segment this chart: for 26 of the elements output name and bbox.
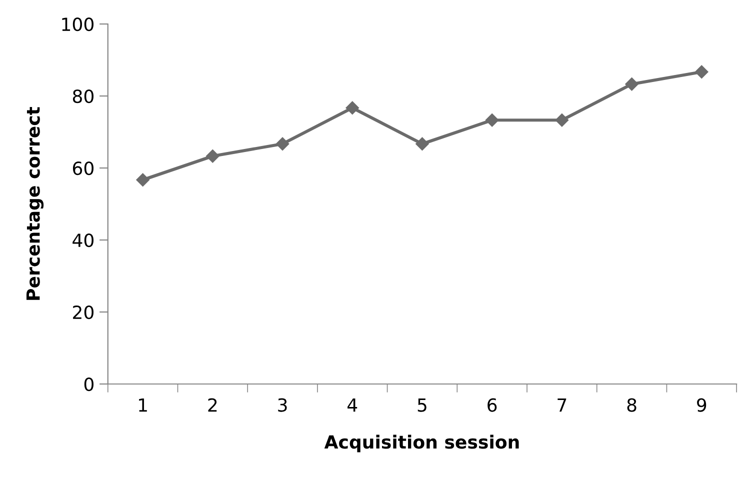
x-tick-label: 5 [418, 398, 426, 412]
y-tick-label: 20 [73, 305, 94, 320]
point [485, 114, 499, 127]
x-tick-label: 6 [488, 398, 497, 412]
y-tick-label: 0 [84, 377, 94, 392]
y-tick-label: 60 [72, 161, 94, 176]
x-axis-title: Acquisition session [324, 434, 519, 452]
point [555, 114, 569, 127]
x-tick-label: 2 [208, 398, 217, 412]
point [346, 101, 359, 114]
point [276, 137, 290, 150]
point [416, 137, 429, 150]
point [695, 65, 708, 78]
point [625, 78, 638, 91]
y-axis-title: Percentage correct [26, 106, 44, 300]
y-tick-label: 40 [72, 233, 94, 248]
point [136, 173, 150, 186]
x-tick-label: 1 [139, 398, 147, 412]
point [206, 150, 220, 163]
y-tick-label: 100 [62, 17, 94, 32]
x-tick-label: 7 [558, 398, 566, 412]
y-tick-label: 80 [72, 89, 94, 104]
x-tick-label: 4 [348, 398, 358, 412]
x-tick-label: 3 [278, 398, 287, 412]
x-tick-label: 9 [697, 398, 706, 412]
x-tick-label: 8 [627, 398, 636, 412]
